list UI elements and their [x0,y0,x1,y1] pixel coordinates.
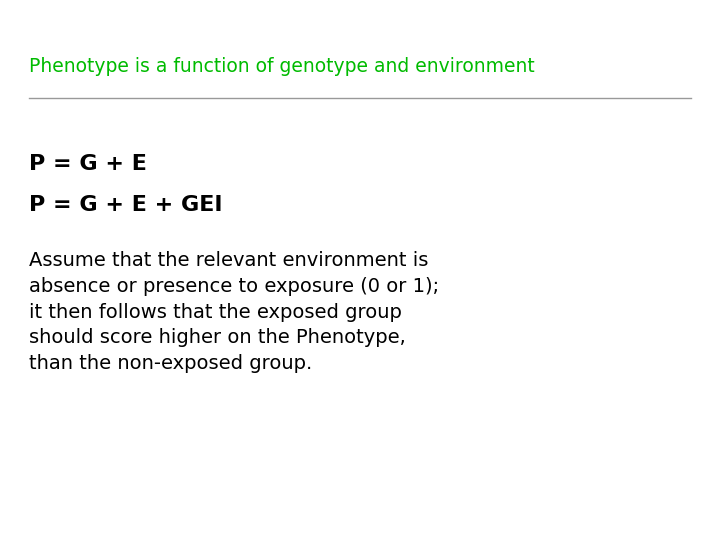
Text: P = G + E + GEI: P = G + E + GEI [29,195,222,215]
Text: Assume that the relevant environment is
absence or presence to exposure (0 or 1): Assume that the relevant environment is … [29,251,439,373]
Text: Phenotype is a function of genotype and environment: Phenotype is a function of genotype and … [29,57,534,76]
Text: P = G + E: P = G + E [29,154,147,174]
